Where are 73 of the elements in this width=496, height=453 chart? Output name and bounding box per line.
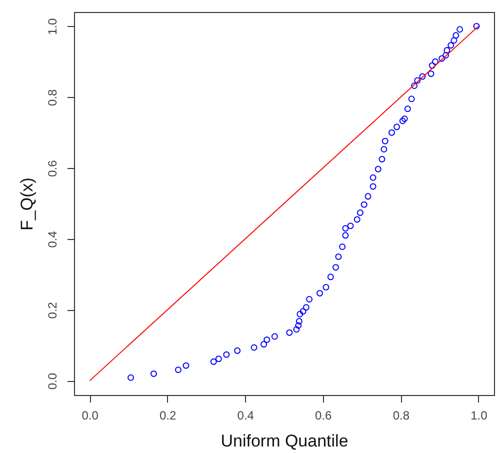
point — [408, 96, 415, 102]
point — [414, 77, 421, 84]
y-tick-label: 1.0 — [46, 18, 60, 36]
point — [250, 344, 258, 351]
point — [293, 326, 300, 333]
point — [374, 166, 382, 172]
x-tick-label: 0.4 — [237, 408, 254, 422]
point — [452, 32, 460, 39]
point — [448, 42, 454, 49]
point — [380, 146, 388, 152]
point — [335, 253, 342, 260]
point — [234, 347, 241, 354]
point — [264, 336, 270, 343]
point — [438, 55, 446, 62]
point — [442, 52, 450, 58]
point — [182, 362, 190, 369]
point — [342, 232, 349, 239]
point — [354, 216, 360, 223]
y-tick-label: 0.0 — [46, 372, 60, 390]
point — [370, 183, 376, 190]
point — [215, 356, 222, 362]
point — [347, 222, 354, 230]
point — [360, 201, 368, 208]
point — [378, 156, 386, 162]
point — [286, 329, 293, 336]
y-tick-label: 0.6 — [46, 160, 60, 177]
point — [432, 58, 439, 65]
point — [295, 322, 302, 329]
point — [411, 82, 418, 89]
point — [450, 37, 458, 44]
point — [419, 73, 426, 80]
point — [316, 290, 324, 296]
point — [223, 351, 230, 358]
point — [342, 225, 349, 232]
point — [327, 274, 334, 280]
x-tick-label: 0.0 — [82, 408, 99, 422]
point — [404, 106, 411, 112]
point — [444, 47, 450, 54]
point — [260, 341, 268, 348]
point — [428, 62, 436, 69]
x-tick-label: 0.6 — [315, 408, 332, 422]
point — [339, 244, 346, 250]
y-tick-label: 0.2 — [46, 302, 60, 319]
point — [302, 304, 310, 311]
point — [382, 138, 388, 144]
point — [370, 174, 376, 181]
point — [428, 70, 434, 77]
y-axis-title: F_Q(x) — [18, 178, 36, 230]
point — [394, 124, 400, 130]
x-tick-label: 0.2 — [159, 408, 176, 422]
point — [271, 333, 278, 340]
point — [128, 374, 134, 381]
point — [364, 193, 372, 200]
point — [399, 118, 406, 124]
x-axis-title: Uniform Quantile — [220, 432, 348, 450]
x-tick-label: 0.8 — [392, 408, 410, 422]
point — [296, 310, 304, 318]
point — [332, 264, 339, 271]
point — [210, 358, 217, 365]
point — [306, 296, 313, 302]
point — [322, 284, 330, 290]
point — [456, 26, 464, 33]
point — [296, 318, 302, 324]
point — [356, 209, 364, 216]
point — [401, 116, 408, 122]
point — [174, 366, 182, 374]
point — [150, 370, 157, 377]
point — [300, 308, 306, 315]
x-tick-label: 1.0 — [470, 408, 488, 422]
point — [388, 129, 395, 136]
y-tick-label: 0.8 — [46, 88, 60, 106]
y-tick-label: 0.4 — [46, 230, 60, 248]
point — [473, 22, 480, 30]
